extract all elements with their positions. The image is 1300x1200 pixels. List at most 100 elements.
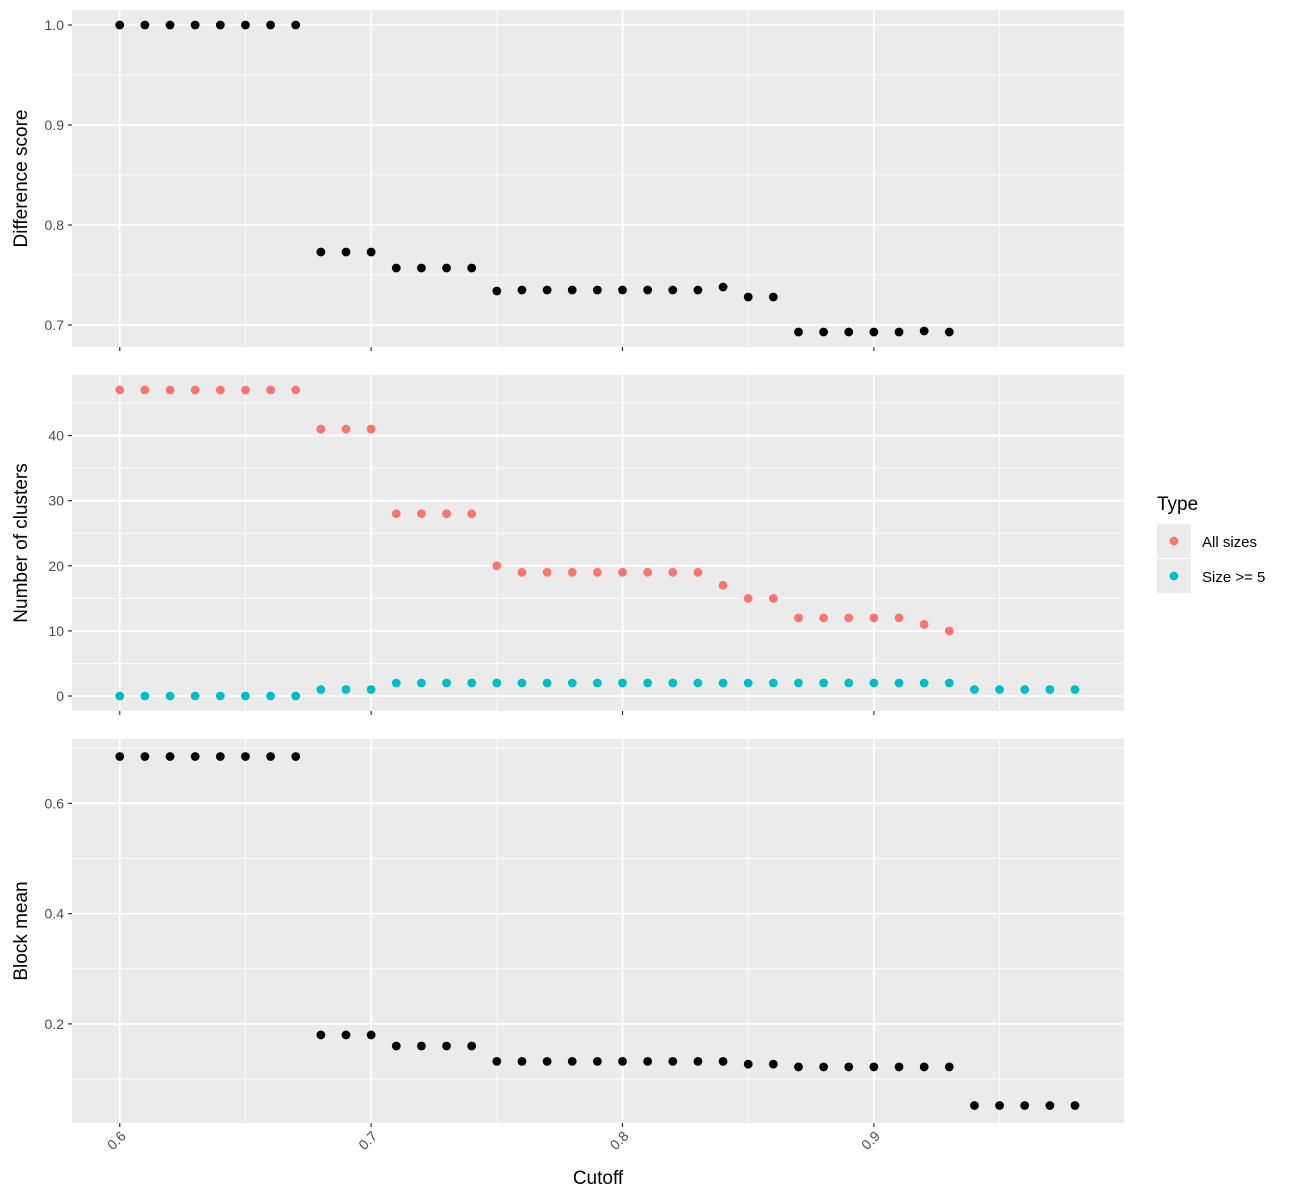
x-axis-title: Cutoff xyxy=(573,1168,624,1189)
data-point xyxy=(743,593,753,603)
data-point xyxy=(1045,685,1055,694)
data-point xyxy=(115,691,125,701)
data-point xyxy=(291,691,301,701)
data-point xyxy=(718,282,728,292)
data-point xyxy=(768,678,778,688)
y-tick-label: 0.7 xyxy=(45,317,65,333)
data-point xyxy=(1020,1101,1030,1110)
data-point xyxy=(718,580,728,590)
data-point xyxy=(140,752,150,761)
series-all-sizes xyxy=(115,385,954,636)
data-point xyxy=(919,619,929,629)
data-point xyxy=(417,678,426,688)
data-point xyxy=(819,613,829,623)
data-point xyxy=(366,424,376,434)
data-point xyxy=(442,1041,451,1051)
data-point xyxy=(844,678,854,688)
y-tick-label: 0.8 xyxy=(45,217,65,233)
data-point xyxy=(894,613,904,623)
data-point xyxy=(995,685,1004,694)
data-point xyxy=(417,509,426,519)
data-point xyxy=(1020,685,1030,694)
data-point xyxy=(517,678,527,688)
series-size-5 xyxy=(115,678,1080,701)
data-point xyxy=(442,263,451,273)
data-point xyxy=(592,1057,602,1066)
data-point xyxy=(794,678,803,688)
data-point xyxy=(190,752,200,761)
data-point xyxy=(1045,1101,1055,1110)
data-point xyxy=(241,691,250,701)
data-point xyxy=(819,678,829,688)
data-point xyxy=(165,691,175,701)
data-point xyxy=(768,1059,778,1069)
y-tick-label: 0.6 xyxy=(45,795,65,811)
data-point xyxy=(894,678,904,688)
data-point xyxy=(115,752,125,761)
data-point xyxy=(316,685,326,694)
data-point xyxy=(894,1062,904,1072)
data-point xyxy=(391,263,401,273)
data-point xyxy=(467,678,477,688)
data-point xyxy=(215,752,225,761)
data-point xyxy=(743,678,753,688)
data-point xyxy=(215,20,225,30)
data-point xyxy=(567,567,577,577)
data-point xyxy=(794,613,803,623)
data-point xyxy=(417,263,426,273)
legend-label: All sizes xyxy=(1202,534,1257,551)
x-tick-label: 0.7 xyxy=(355,1128,380,1153)
data-point xyxy=(115,20,125,30)
data-point xyxy=(643,678,653,688)
data-point xyxy=(341,685,351,694)
data-point xyxy=(995,1101,1004,1110)
data-point xyxy=(190,385,200,395)
y-tick-label: 1.0 xyxy=(45,17,65,33)
data-point xyxy=(215,385,225,395)
data-point xyxy=(266,691,275,701)
data-point xyxy=(165,752,175,761)
data-point xyxy=(668,1057,678,1066)
data-point xyxy=(567,678,577,688)
data-point xyxy=(241,20,250,30)
data-point xyxy=(944,327,954,337)
data-point xyxy=(341,424,351,434)
data-point xyxy=(442,678,451,688)
data-point xyxy=(592,678,602,688)
x-axis: 0.6 0.7 0.8 0.9 xyxy=(104,1128,883,1153)
data-point xyxy=(190,691,200,701)
legend-title: Type xyxy=(1157,494,1198,515)
data-point xyxy=(919,1062,929,1072)
legend-key-point xyxy=(1169,571,1179,581)
data-point xyxy=(391,678,401,688)
data-point xyxy=(794,1062,803,1072)
data-point xyxy=(391,1041,401,1051)
legend: Type All sizes Size >= 5 xyxy=(1157,494,1265,593)
data-point xyxy=(944,1062,954,1072)
data-point xyxy=(743,1059,753,1069)
x-tick-label: 0.8 xyxy=(607,1128,632,1153)
data-point xyxy=(668,678,678,688)
panel-background xyxy=(72,10,1124,347)
data-point xyxy=(215,691,225,701)
series-points xyxy=(115,20,954,337)
data-point xyxy=(291,752,301,761)
data-point xyxy=(844,1062,854,1072)
data-point xyxy=(190,20,200,30)
data-point xyxy=(718,678,728,688)
data-point xyxy=(492,561,502,571)
y-tick-label: 0.2 xyxy=(45,1016,65,1032)
data-point xyxy=(467,263,477,273)
data-point xyxy=(291,385,301,395)
data-point xyxy=(844,327,854,337)
data-point xyxy=(341,247,351,257)
data-point xyxy=(140,385,150,395)
data-point xyxy=(542,678,552,688)
data-point xyxy=(492,286,502,296)
data-point xyxy=(894,327,904,337)
data-point xyxy=(970,1101,979,1110)
data-point xyxy=(869,1062,879,1072)
data-point xyxy=(1070,1101,1080,1110)
data-point xyxy=(819,1062,829,1072)
data-point xyxy=(643,567,653,577)
